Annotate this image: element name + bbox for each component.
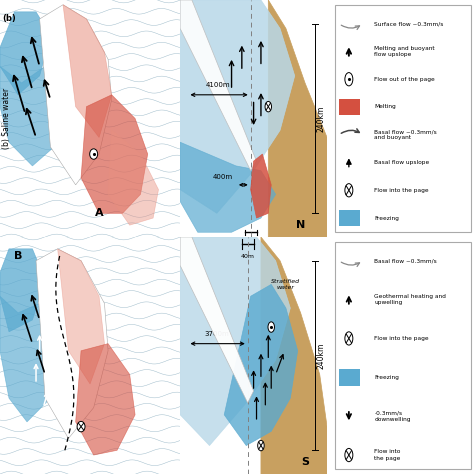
Text: Flow into the page: Flow into the page [374, 188, 429, 193]
Polygon shape [58, 249, 104, 384]
Polygon shape [108, 130, 158, 225]
Polygon shape [180, 237, 290, 446]
Polygon shape [251, 154, 271, 218]
Circle shape [265, 101, 272, 112]
Circle shape [345, 448, 353, 462]
Text: Flow out of the page: Flow out of the page [374, 77, 435, 82]
Circle shape [268, 322, 274, 332]
Text: (b) Saline water: (b) Saline water [2, 88, 11, 149]
Polygon shape [76, 344, 135, 455]
Text: Basal flow ~0.3mm/s
and buoyant: Basal flow ~0.3mm/s and buoyant [374, 129, 437, 140]
Circle shape [90, 149, 98, 159]
Text: Basal flow ~0.3mm/s: Basal flow ~0.3mm/s [374, 258, 437, 263]
Text: Basal flow upslope: Basal flow upslope [374, 160, 430, 165]
Polygon shape [180, 142, 275, 232]
Text: Freezing: Freezing [374, 216, 399, 220]
Text: Melting and buoyant
flow upslope: Melting and buoyant flow upslope [374, 46, 435, 57]
Circle shape [258, 440, 264, 451]
Polygon shape [36, 249, 108, 438]
Polygon shape [0, 296, 63, 422]
Text: 240km: 240km [317, 105, 326, 132]
Text: Geothermal heating and
upwelling: Geothermal heating and upwelling [374, 294, 447, 305]
Text: S: S [301, 457, 309, 467]
Text: Surface flow ~0.3mm/s: Surface flow ~0.3mm/s [374, 21, 444, 26]
Polygon shape [81, 95, 148, 213]
Polygon shape [63, 5, 112, 137]
Circle shape [345, 73, 353, 86]
Text: Melting: Melting [374, 104, 396, 109]
Text: 40m: 40m [241, 254, 255, 259]
Text: Flow into the page: Flow into the page [374, 336, 429, 341]
Text: B: B [14, 251, 22, 261]
Circle shape [345, 332, 353, 345]
Bar [339, 99, 360, 115]
Circle shape [345, 183, 353, 197]
Bar [339, 369, 360, 386]
Polygon shape [224, 284, 298, 446]
Polygon shape [268, 0, 327, 237]
Text: Stratified
water: Stratified water [271, 279, 301, 290]
Polygon shape [261, 237, 327, 474]
Text: 240km: 240km [317, 342, 326, 369]
Text: N: N [296, 220, 305, 230]
Polygon shape [0, 12, 50, 95]
Polygon shape [0, 249, 45, 332]
Polygon shape [180, 0, 256, 171]
Text: 400m: 400m [213, 174, 233, 180]
Text: 4100m: 4100m [206, 82, 231, 88]
Polygon shape [180, 237, 254, 403]
Text: 3700m: 3700m [204, 330, 229, 337]
Polygon shape [40, 5, 112, 185]
Text: A: A [95, 208, 103, 219]
Text: -0.3mm/s
downwelling: -0.3mm/s downwelling [374, 410, 411, 422]
Text: Freezing: Freezing [374, 375, 399, 380]
Polygon shape [0, 66, 68, 166]
Polygon shape [180, 0, 295, 213]
Circle shape [77, 421, 85, 432]
Text: (b): (b) [2, 14, 16, 23]
Bar [339, 210, 360, 227]
Text: Flow into
the page: Flow into the page [374, 449, 401, 461]
